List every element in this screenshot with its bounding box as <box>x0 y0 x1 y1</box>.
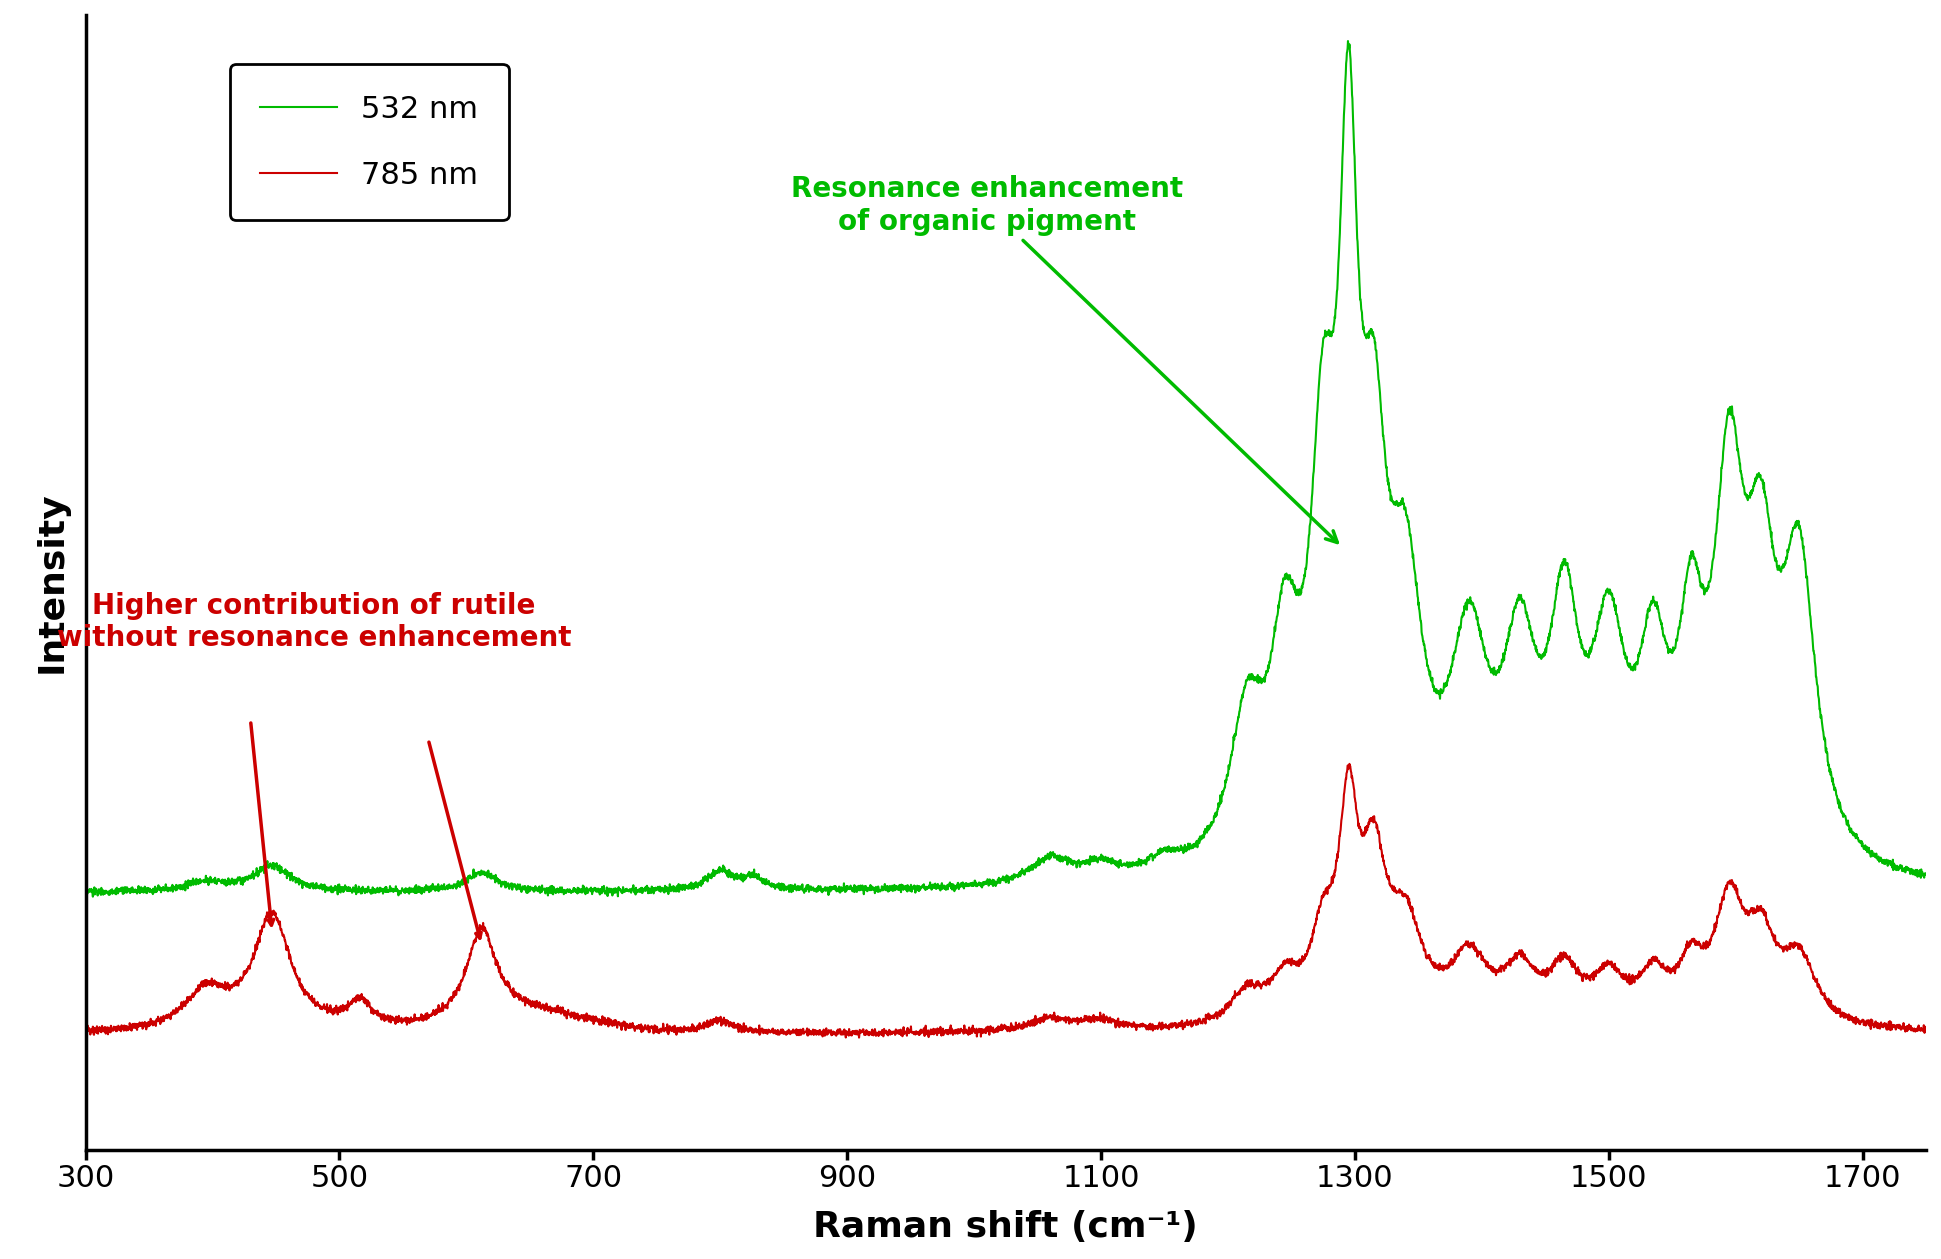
785 nm <box>408 1012 431 1027</box>
532 nm <box>778 884 802 899</box>
785 nm <box>1271 956 1295 971</box>
785 nm <box>1448 942 1471 957</box>
Text: Higher contribution of rutile
without resonance enhancement: Higher contribution of rutile without re… <box>56 592 571 652</box>
X-axis label: Raman shift (cm⁻¹): Raman shift (cm⁻¹) <box>813 1210 1198 1244</box>
532 nm <box>1448 619 1471 635</box>
532 nm <box>1178 840 1201 855</box>
785 nm <box>848 1030 872 1045</box>
Line: 532 nm: 532 nm <box>85 42 1925 896</box>
Line: 785 nm: 785 nm <box>85 764 1925 1037</box>
Text: Resonance enhancement
of organic pigment: Resonance enhancement of organic pigment <box>790 175 1337 543</box>
532 nm <box>1588 611 1611 626</box>
532 nm <box>408 880 431 895</box>
785 nm <box>1337 757 1361 772</box>
532 nm <box>74 881 97 896</box>
785 nm <box>1914 1020 1937 1035</box>
532 nm <box>1271 575 1295 590</box>
532 nm <box>1335 34 1359 49</box>
532 nm <box>1914 866 1937 881</box>
785 nm <box>1588 964 1611 980</box>
785 nm <box>1178 1016 1201 1031</box>
785 nm <box>74 1022 97 1037</box>
785 nm <box>776 1022 800 1037</box>
Legend: 532 nm, 785 nm: 532 nm, 785 nm <box>229 64 509 220</box>
532 nm <box>82 889 105 904</box>
Y-axis label: Intensity: Intensity <box>35 491 68 674</box>
